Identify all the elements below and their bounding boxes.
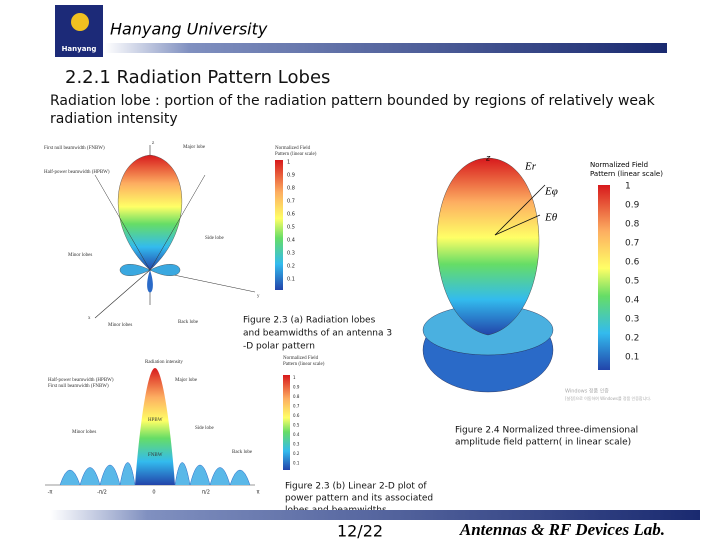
colorbar-tick-label: 0.4 <box>293 432 300 437</box>
label: Side lobe <box>195 426 215 431</box>
label: First null beamwidth (FNBW) <box>44 146 105 151</box>
colorbar-title: Pattern (linear scale) <box>275 152 317 157</box>
lab-name: Antennas & RF Devices Lab. <box>459 520 665 539</box>
colorbar-tick-label: 1 <box>293 375 296 380</box>
axis-label: z <box>485 154 491 163</box>
label: First null beamwidth (FNBW) <box>48 384 109 389</box>
x-tick-label: -π/2 <box>97 490 107 496</box>
colorbar-tick-label: 0.3 <box>293 442 300 447</box>
page-number: 12/22 <box>337 522 383 540</box>
university: Hanyang University <box>110 20 268 39</box>
colorbar-tick-label: 0.9 <box>625 201 640 211</box>
body-line: Radiation lobe : portion of the radiatio… <box>50 93 656 109</box>
colorbar-title: Normalized Field <box>590 161 648 169</box>
label: Back lobe <box>178 320 199 325</box>
watermark: [설정]으로 이동하여 Windows를 정품 인증합니다. <box>565 395 651 401</box>
colorbar-tick-label: 0.2 <box>293 451 300 456</box>
colorbar-tick-label: 0.8 <box>287 186 295 192</box>
colorbar-title: Pattern (linear scale) <box>590 170 663 178</box>
figure-polar <box>94 145 283 319</box>
colorbar-tick-label: 0.7 <box>625 239 639 249</box>
colorbar-tick-label: 0.8 <box>293 394 300 399</box>
colorbar-tick-label: 0.5 <box>625 277 639 287</box>
logo-mark <box>71 13 89 31</box>
x-tick-label: π/2 <box>202 490 210 496</box>
axis-label: y <box>257 294 260 299</box>
colorbar-tick-label: 0.6 <box>625 258 640 268</box>
colorbar-tick-label: 0.4 <box>625 296 640 306</box>
caption: Figure 2.3 (a) Radiation lobes <box>243 316 376 326</box>
label: Half-power beamwidth (HPBW) <box>44 170 110 175</box>
x-tick-label: -π <box>48 490 53 496</box>
caption: power pattern and its associated <box>285 494 433 504</box>
label: Side lobe <box>205 236 225 241</box>
axis-label: x <box>88 316 91 321</box>
colorbar-tick-label: 0.9 <box>293 385 300 390</box>
caption: and beamwidths of an antenna 3 <box>243 329 392 339</box>
label: Radiation intensity <box>145 360 183 365</box>
colorbar-tick-label: 0.1 <box>293 461 300 466</box>
axis-label: z <box>152 141 155 146</box>
label: HPBW <box>148 418 163 423</box>
label: FNBW <box>148 453 163 458</box>
label: Minor lobes <box>72 430 96 435</box>
colorbar-tick-label: 0.5 <box>287 225 295 231</box>
colorbar-tick-label: 0.8 <box>625 220 640 230</box>
colorbar-tick-label: 0.1 <box>625 353 639 363</box>
colorbar-tick-label: 0.9 <box>287 173 295 179</box>
colorbar-tick-label: 0.2 <box>625 334 639 344</box>
caption: Figure 2.3 (b) Linear 2-D plot of <box>285 482 427 492</box>
caption: -D polar pattern <box>243 342 315 352</box>
label: Minor lobes <box>68 253 92 258</box>
colorbar-tick-label: 0.3 <box>287 251 295 257</box>
colorbar-title: Normalized Field <box>275 146 311 151</box>
colorbar-tick-label: 0.6 <box>287 212 295 218</box>
body-line: radiation intensity <box>50 111 178 127</box>
colorbar-tick-label: 0.6 <box>293 413 300 418</box>
colorbar-title: Normalized Field <box>283 356 319 361</box>
colorbar-tick-label: 0.3 <box>625 315 639 325</box>
x-tick-label: 0 <box>152 490 155 496</box>
footer-bar <box>50 510 700 520</box>
label: Major lobe <box>183 145 206 150</box>
label: Back lobe <box>232 450 253 455</box>
figure-3d <box>422 157 610 393</box>
colorbar-tick-label: 0.5 <box>293 423 300 428</box>
colorbar-tick-label: 0.2 <box>287 264 295 270</box>
figure-linear <box>45 368 290 486</box>
label: Er <box>524 161 537 173</box>
colorbar-title: Pattern (linear scale) <box>283 362 325 367</box>
label: Half-power beamwidth (HPBW) <box>48 378 114 383</box>
label: Minor lobes <box>108 323 132 328</box>
colorbar-tick-label: 0.4 <box>287 238 295 244</box>
logo-text: Hanyang <box>62 45 97 53</box>
header-bar <box>105 43 667 53</box>
caption: Figure 2.4 Normalized three-dimensional <box>455 426 638 436</box>
x-tick-label: π <box>256 490 259 496</box>
title: 2.2.1 Radiation Pattern Lobes <box>65 67 330 88</box>
label: Eθ <box>544 212 558 224</box>
colorbar-tick-label: 1 <box>287 160 290 166</box>
label: Eφ <box>544 186 558 198</box>
colorbar-tick-label: 0.7 <box>287 199 295 205</box>
watermark: Windows 정품 인증 <box>565 388 609 395</box>
label: Major lobe <box>175 378 198 383</box>
colorbar-tick-label: 0.1 <box>287 277 295 283</box>
colorbar-tick-label: 1 <box>625 182 631 192</box>
colorbar-tick-label: 0.7 <box>293 404 300 409</box>
caption: amplitude field pattern( in linear scale… <box>455 438 631 448</box>
